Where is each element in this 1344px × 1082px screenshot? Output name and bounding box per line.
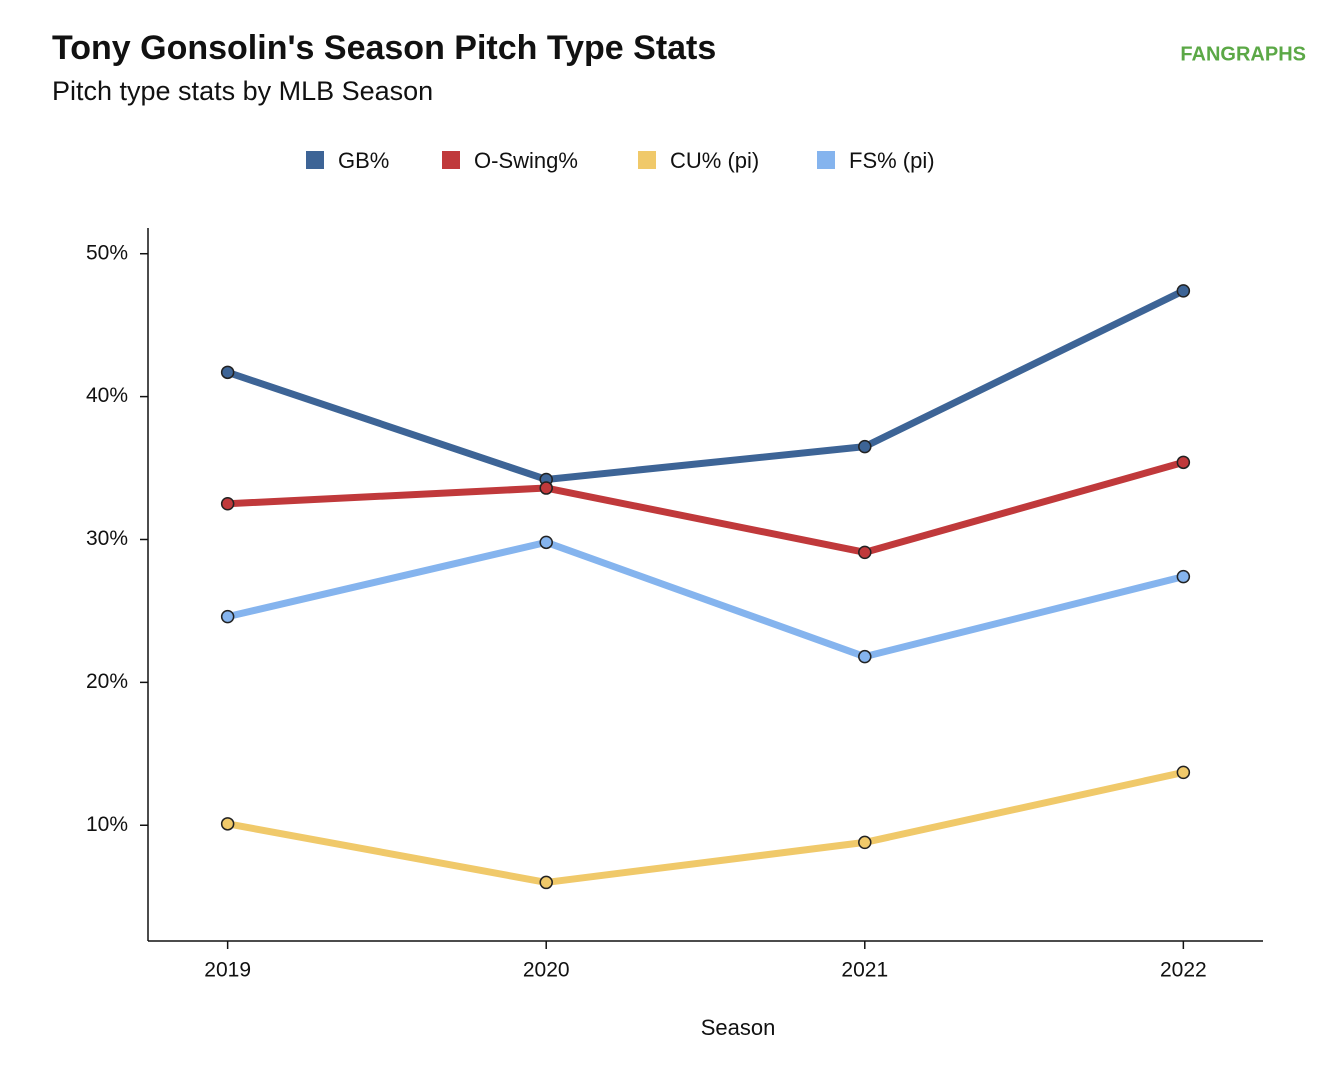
legend-swatch xyxy=(638,151,656,169)
data-point xyxy=(220,817,235,831)
data-point xyxy=(539,535,553,550)
x-tick-label: 2019 xyxy=(204,959,251,982)
x-axis-title: Season xyxy=(701,1015,776,1040)
series-line xyxy=(226,287,1185,483)
data-point xyxy=(539,875,553,890)
legend-swatch xyxy=(442,151,460,169)
legend-swatch xyxy=(817,151,835,169)
y-tick-label: 40% xyxy=(86,384,128,407)
legend-label: CU% (pi) xyxy=(670,148,759,173)
legend-swatch xyxy=(306,151,324,169)
chart-subtitle: Pitch type stats by MLB Season xyxy=(52,76,433,106)
data-point xyxy=(1176,765,1191,780)
chart-title: Tony Gonsolin's Season Pitch Type Stats xyxy=(52,29,716,67)
x-tick-label: 2020 xyxy=(523,959,570,982)
data-point xyxy=(220,609,235,624)
series-line xyxy=(227,458,1185,556)
data-point xyxy=(1176,569,1191,584)
y-tick-label: 50% xyxy=(86,241,128,264)
x-tick-label: 2022 xyxy=(1160,959,1207,982)
y-tick-label: 10% xyxy=(86,813,128,836)
legend-label: O-Swing% xyxy=(474,148,578,173)
legend-label: GB% xyxy=(338,148,389,173)
legend-label: FS% (pi) xyxy=(849,148,935,173)
y-tick-label: 20% xyxy=(86,670,128,693)
series-line xyxy=(226,538,1185,661)
data-point xyxy=(858,439,872,454)
data-point xyxy=(858,545,872,560)
data-point xyxy=(1176,284,1191,298)
series-line xyxy=(227,768,1185,886)
x-tick-label: 2021 xyxy=(841,959,888,982)
data-point xyxy=(220,497,235,511)
data-point xyxy=(220,365,235,380)
data-point xyxy=(858,835,872,850)
logo: FANGRAPHS xyxy=(1180,43,1306,65)
data-point xyxy=(858,649,872,664)
data-point xyxy=(539,481,553,495)
data-point xyxy=(1176,455,1191,470)
y-tick-label: 30% xyxy=(86,527,128,550)
